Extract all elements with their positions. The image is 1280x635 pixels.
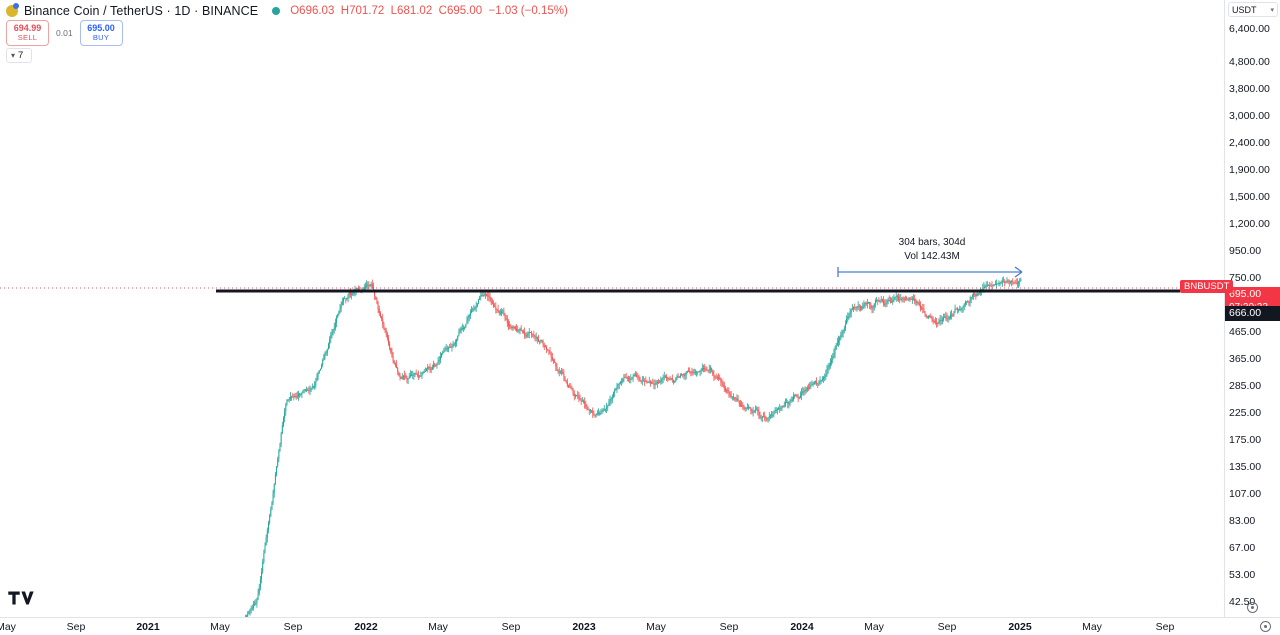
- close-label: C: [438, 5, 447, 17]
- quantity-value: 7: [18, 50, 24, 61]
- price-axis-label: 1,500.00: [1229, 191, 1270, 203]
- time-axis-label: May: [428, 621, 448, 633]
- time-axis-label: Sep: [719, 621, 739, 633]
- time-axis-label: May: [0, 621, 16, 633]
- price-axis-label: 1,200.00: [1229, 218, 1270, 230]
- symbol-price-tag: BNBUSDT: [1180, 280, 1234, 293]
- price-axis-label: 135.00: [1229, 461, 1262, 473]
- measure-volume-label: Vol 142.43M: [904, 251, 960, 262]
- time-axis-label: Sep: [1155, 621, 1175, 633]
- time-axis-label: 2021: [136, 621, 160, 633]
- change-value: −1.03 (−0.15%): [488, 5, 568, 17]
- spread-value: 0.01: [56, 28, 73, 38]
- chevron-down-icon: ▾: [1270, 6, 1274, 14]
- price-axis-label: 107.00: [1229, 488, 1262, 500]
- tradingview-logo: [8, 589, 38, 607]
- high-value: 701.72: [349, 5, 385, 17]
- ohlc-values: O696.03 H701.72 L681.02 C695.00 −1.03 (−…: [290, 5, 568, 17]
- price-axis-label: 750.00: [1229, 272, 1262, 284]
- open-label: O: [290, 5, 300, 17]
- price-axis-label: 950.00: [1229, 245, 1262, 257]
- time-axis-label: May: [1082, 621, 1102, 633]
- price-axis-label: 3,800.00: [1229, 83, 1270, 95]
- time-axis-label: Sep: [501, 621, 521, 633]
- low-value: 681.02: [397, 5, 433, 17]
- price-axis-label: 225.00: [1229, 407, 1262, 419]
- price-axis-label: 6,400.00: [1229, 23, 1270, 35]
- current-price-value: 695.00: [1229, 288, 1262, 300]
- currency-selector[interactable]: USDT ▾: [1228, 2, 1278, 17]
- level-price-badge[interactable]: 666.00: [1225, 306, 1280, 321]
- buy-price: 695.00: [87, 23, 115, 34]
- price-axis-label: 4,800.00: [1229, 56, 1270, 68]
- time-axis-label: Sep: [283, 621, 303, 633]
- high-label: H: [340, 5, 350, 17]
- price-axis-label: 465.00: [1229, 326, 1262, 338]
- sell-button[interactable]: 694.99 SELL: [6, 20, 49, 46]
- price-axis-label: 2,400.00: [1229, 137, 1270, 149]
- chevron-down-icon: ▾: [11, 50, 16, 60]
- close-value: 695.00: [446, 5, 483, 17]
- time-axis-label: May: [210, 621, 230, 633]
- price-axis-label: 83.00: [1229, 515, 1256, 527]
- quantity-selector[interactable]: ▾ 7: [6, 48, 32, 63]
- measure-bars-label: 304 bars, 304d: [898, 237, 966, 248]
- time-axis-label: Sep: [66, 621, 86, 633]
- price-axis-label: 1,900.00: [1229, 164, 1270, 176]
- trade-buttons: 694.99 SELL 0.01 695.00 BUY: [6, 20, 123, 46]
- price-axis-label: 285.00: [1229, 380, 1262, 392]
- currency-label: USDT: [1232, 4, 1257, 15]
- symbol-title[interactable]: Binance Coin / TetherUS · 1D · BINANCE: [24, 4, 259, 18]
- measure-tool-arrow: [837, 266, 1023, 278]
- price-axis-label: 67.00: [1229, 542, 1256, 554]
- binance-coin-icon: [6, 3, 19, 17]
- time-axis-label: 2024: [790, 621, 814, 633]
- price-axis[interactable]: USDT ▾ 6,400.00 4,800.00 3,800.00 3,000.00 2…: [1224, 0, 1280, 617]
- sell-label: SELL: [17, 32, 38, 42]
- low-label: L: [390, 5, 398, 17]
- time-axis[interactable]: May Sep 2021 May Sep 2022 May Sep 2023 May Sep 2024…: [0, 617, 1280, 635]
- time-axis-label: May: [646, 621, 666, 633]
- price-axis-label: 53.00: [1229, 569, 1256, 581]
- time-scale-reset-button[interactable]: [1260, 621, 1271, 632]
- time-axis-label: Sep: [937, 621, 957, 633]
- time-axis-label: 2025: [1008, 621, 1032, 633]
- price-axis-label: 175.00: [1229, 434, 1262, 446]
- price-axis-label: 365.00: [1229, 353, 1262, 365]
- time-axis-label: 2023: [572, 621, 596, 633]
- candlestick-series: [0, 266, 1224, 617]
- time-axis-label: May: [864, 621, 884, 633]
- price-scale-reset-button[interactable]: [1246, 602, 1258, 613]
- chart-plot-area[interactable]: [0, 0, 1224, 617]
- buy-label: BUY: [92, 32, 110, 42]
- chart-legend: Binance Coin / TetherUS · 1D · BINANCE O…: [6, 3, 568, 19]
- market-open-dot-icon: [272, 7, 281, 15]
- open-value: 696.03: [299, 5, 335, 17]
- buy-button[interactable]: 695.00 BUY: [79, 20, 123, 46]
- sell-price: 694.99: [13, 23, 42, 34]
- time-axis-label: 2022: [354, 621, 378, 633]
- price-axis-label: 3,000.00: [1229, 110, 1270, 122]
